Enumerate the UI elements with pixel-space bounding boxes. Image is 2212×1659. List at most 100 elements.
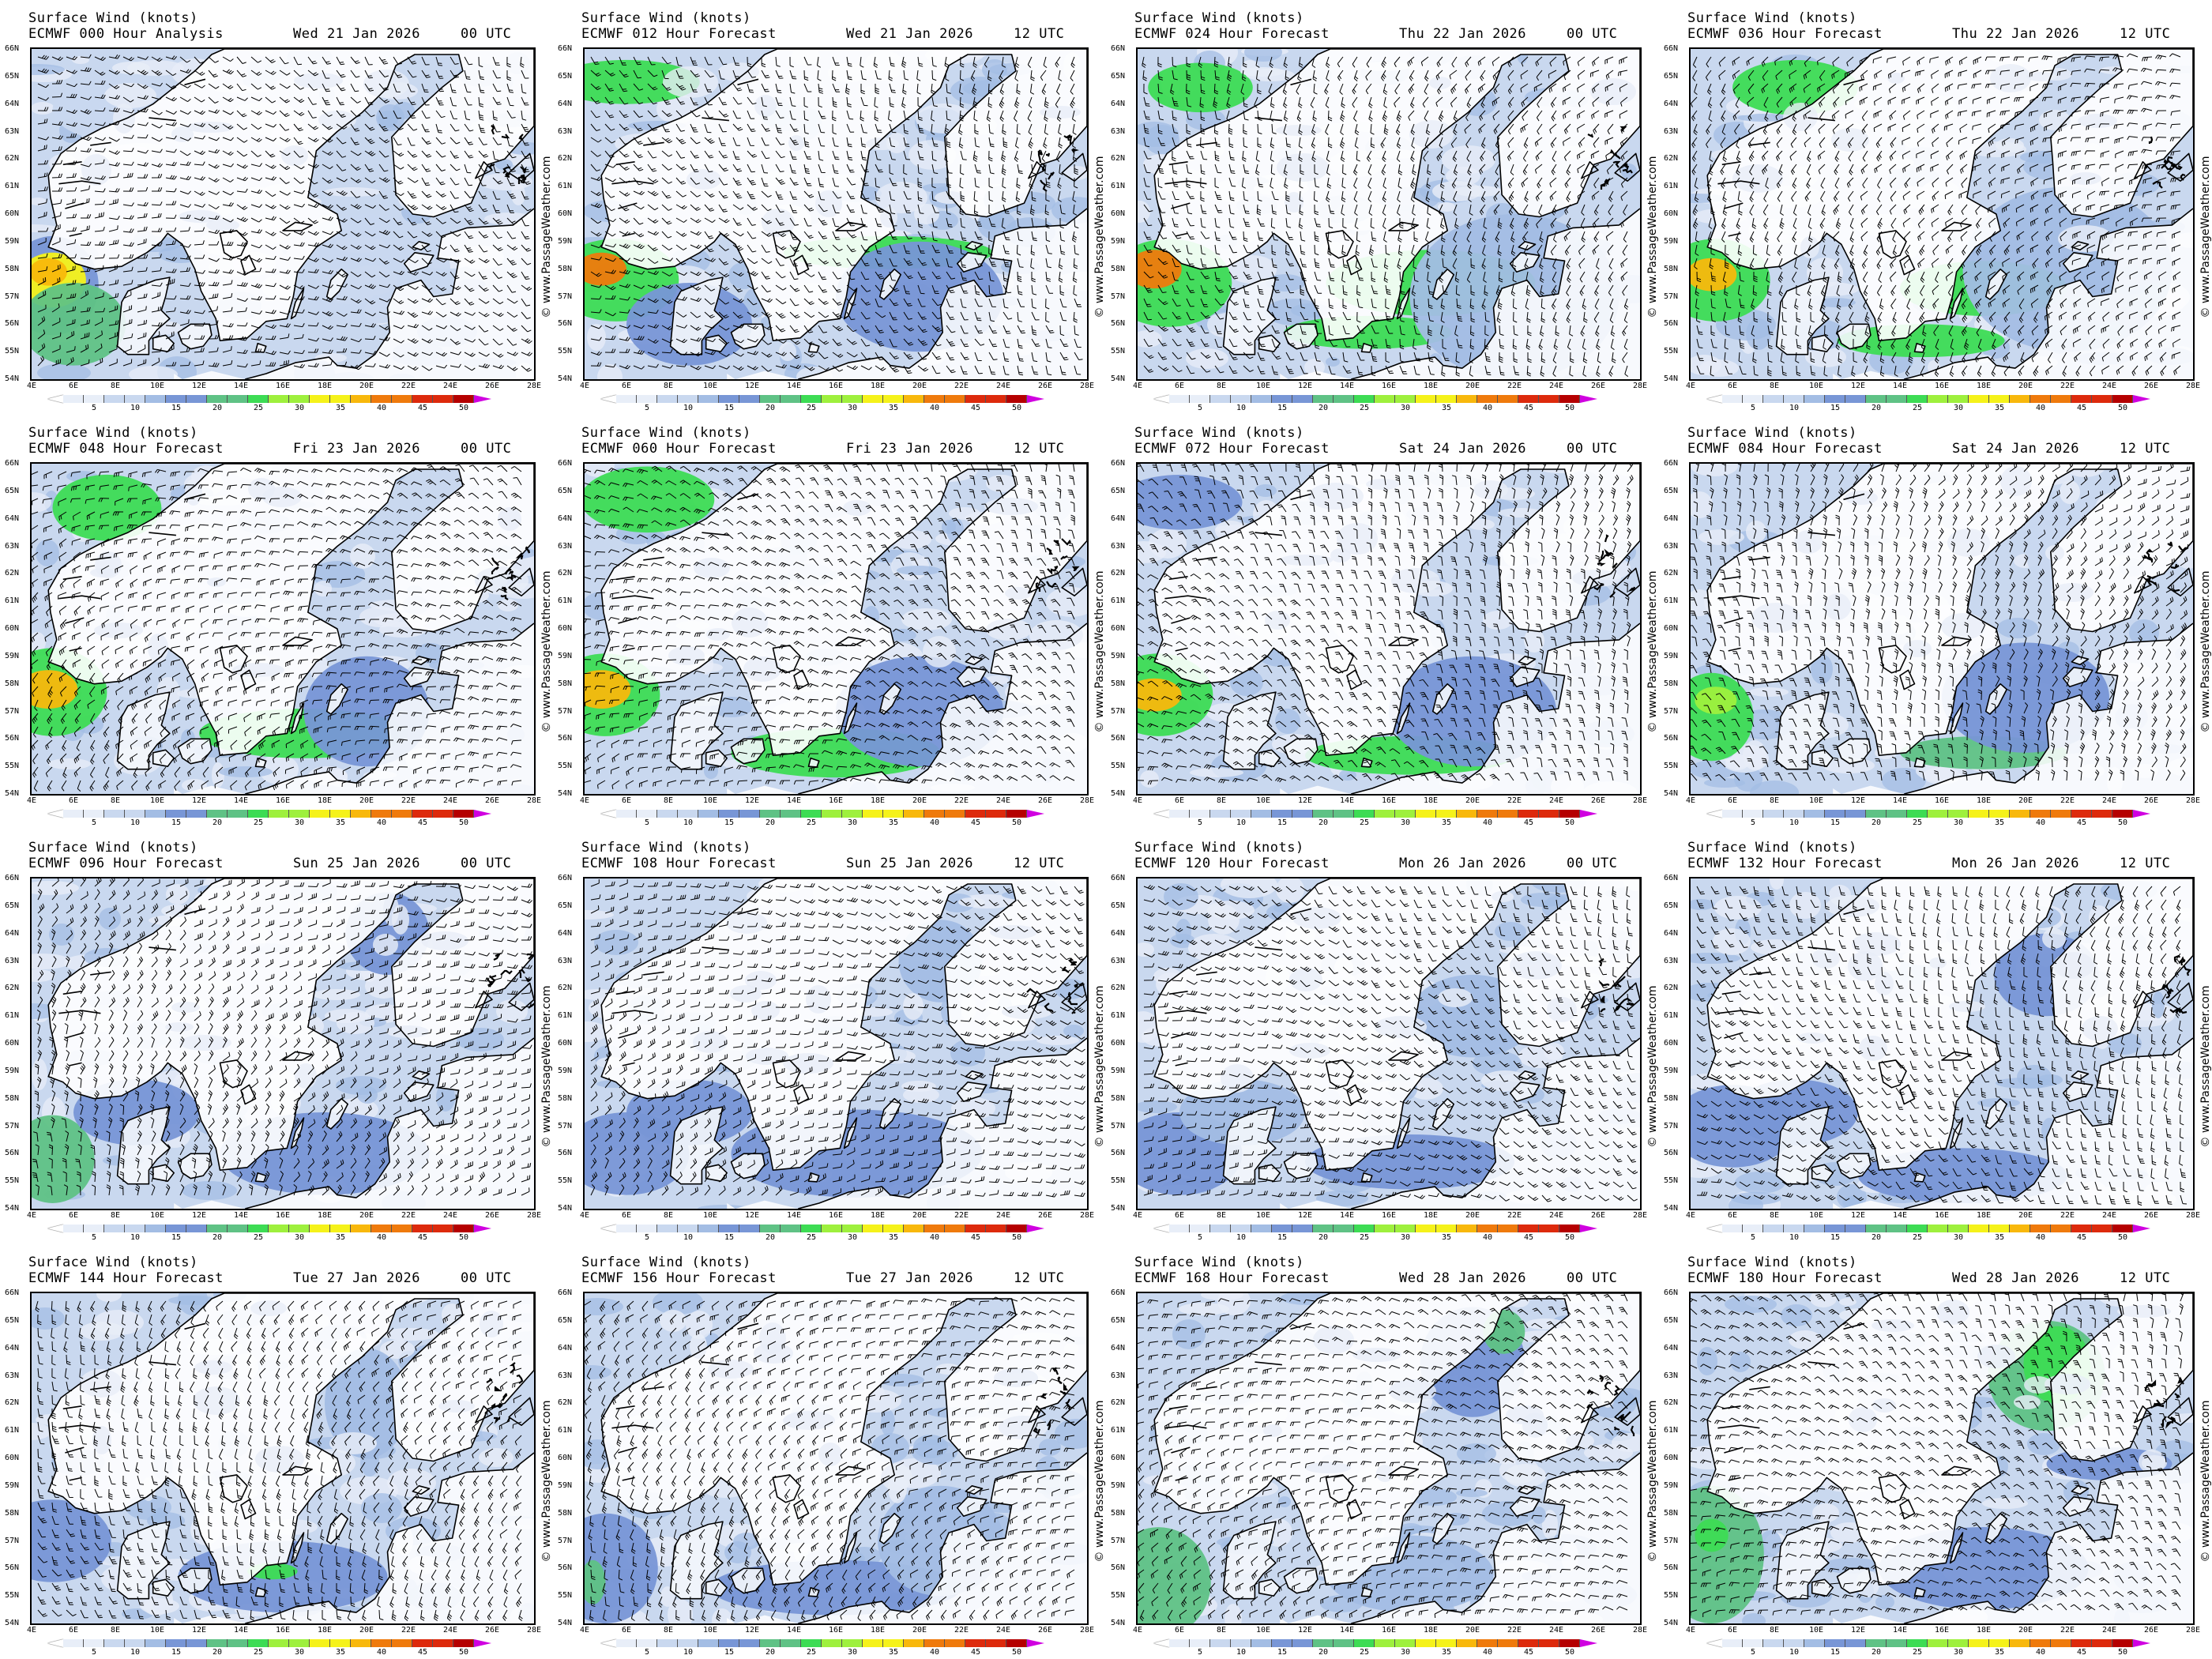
colorbar-swatch [289,1639,310,1647]
colorbar-label: 40 [1482,1233,1493,1242]
colorbar-swatches [616,1639,1027,1647]
latitude-label: 61N [558,1011,573,1021]
latitude-label: 60N [1664,624,1679,633]
colorbar-underflow-arrow [1153,395,1169,403]
colorbar-swatch [781,810,801,818]
model-run-label: ECMWF 072 Hour Forecast [1134,441,1330,457]
longitude-label: 4E [1685,796,1696,805]
colorbar-swatch [1416,1224,1436,1232]
colorbar-swatch [1743,810,1763,818]
valid-date-label: Wed 28 Jan 2026 [1952,1270,2080,1286]
colorbar-label: 20 [765,1233,776,1242]
longitude-label: 22E [2060,1626,2075,1635]
longitude-label: 10E [1808,1211,1824,1220]
colorbar-label: 30 [1953,1233,1964,1242]
colorbar-swatch [1804,395,1825,403]
colorbar-label: 50 [1564,1648,1575,1657]
colorbar-label: 45 [417,1648,428,1657]
latitude-label: 56N [5,734,20,743]
longitude-label: 28E [526,1211,542,1220]
latitude-label: 64N [1111,928,1126,938]
colorbar-label: 25 [1359,1233,1370,1242]
colorbar-swatch [760,1639,781,1647]
colorbar-label: 45 [1523,818,1534,827]
latitude-label: 55N [5,347,20,356]
latitude-label: 61N [1664,182,1679,191]
latitude-label: 54N [1111,1204,1126,1213]
colorbar-swatch [1539,810,1559,818]
latitude-label: 56N [558,319,573,329]
colorbar-underflow-arrow [47,1224,63,1232]
latitude-label: 56N [1111,734,1126,743]
wind-map [583,47,1089,381]
colorbar-swatch [1477,810,1498,818]
valid-date-label: Tue 27 Jan 2026 [293,1270,421,1286]
latitude-label: 63N [558,541,573,551]
colorbar-swatch [1969,810,1989,818]
colorbar-swatch [1825,395,1845,403]
latitude-label: 57N [1664,1121,1679,1130]
colorbar-swatch [1784,810,1804,818]
longitude-label: 28E [526,796,542,805]
valid-time-label: 00 UTC [461,26,512,42]
colorbar-overflow-arrow [1027,1224,1044,1232]
panel-header: ECMWF 132 Hour Forecast Mon 26 Jan 2026 12… [1687,856,2170,871]
longitude-label: 6E [1727,382,1738,390]
longitude-label: 16E [275,1211,291,1220]
latitude-label: 54N [5,1204,20,1213]
colorbar: 5 10 15 20 25 30 35 40 45 50 [1153,810,1597,829]
longitude-label: 28E [1079,796,1095,805]
colorbar-swatch [1231,395,1251,403]
credit-text: © www.PassageWeather.com [1646,570,1659,733]
longitude-label: 4E [1132,382,1143,390]
colorbar-swatch [739,395,760,403]
colorbar-overflow-arrow [474,1224,491,1232]
longitude-label: 16E [1934,1211,1950,1220]
latitude-label: 62N [1664,1398,1679,1408]
colorbar-swatch [248,1224,269,1232]
colorbar-swatch [657,1224,678,1232]
longitude-label: 28E [1079,1211,1095,1220]
longitude-label: 12E [1850,1626,1866,1635]
colorbar-label: 5 [1197,404,1203,412]
colorbar-label: 15 [724,1233,735,1242]
colorbar-swatch [842,1224,863,1232]
colorbar-swatch [1907,1224,1928,1232]
latitude-label: 59N [558,1480,573,1490]
colorbar-swatch [1866,810,1887,818]
longitude-label: 8E [110,1626,121,1635]
longitude-label: 14E [786,382,802,390]
longitude-label: 8E [1216,1211,1227,1220]
colorbar-swatch [166,1639,186,1647]
longitude-label: 16E [828,382,844,390]
colorbar-swatch [1518,395,1539,403]
longitude-label: 24E [442,1626,458,1635]
latitude-label: 64N [1111,514,1126,523]
longitude-label: 6E [1727,1626,1738,1635]
latitude-label: 64N [1111,99,1126,108]
latitude-label: 62N [558,984,573,993]
colorbar-swatch [1743,1639,1763,1647]
latitude-label: 56N [1664,734,1679,743]
longitude-label: 22E [401,796,416,805]
longitude-label: 4E [26,382,37,390]
latitude-label: 59N [558,1066,573,1075]
latitude-label: 65N [558,71,573,81]
latitude-label: 59N [5,1480,20,1490]
colorbar-underflow-arrow [1706,395,1722,403]
valid-date-label: Wed 21 Jan 2026 [846,26,974,42]
colorbar-swatch [986,395,1006,403]
colorbar-swatch [883,1224,904,1232]
valid-date-label: Thu 22 Jan 2026 [1399,26,1527,42]
longitude-label: 20E [359,796,374,805]
longitude-label: 10E [149,796,165,805]
colorbar-swatch [616,395,637,403]
colorbar-swatch [657,395,678,403]
land [1691,49,2193,379]
latitude-label: 65N [5,1315,20,1325]
colorbar-label: 15 [724,818,735,827]
model-run-label: ECMWF 012 Hour Forecast [581,26,777,42]
longitude-label: 16E [1381,1626,1397,1635]
longitude-label: 24E [442,1211,458,1220]
model-run-label: ECMWF 024 Hour Forecast [1134,26,1330,42]
